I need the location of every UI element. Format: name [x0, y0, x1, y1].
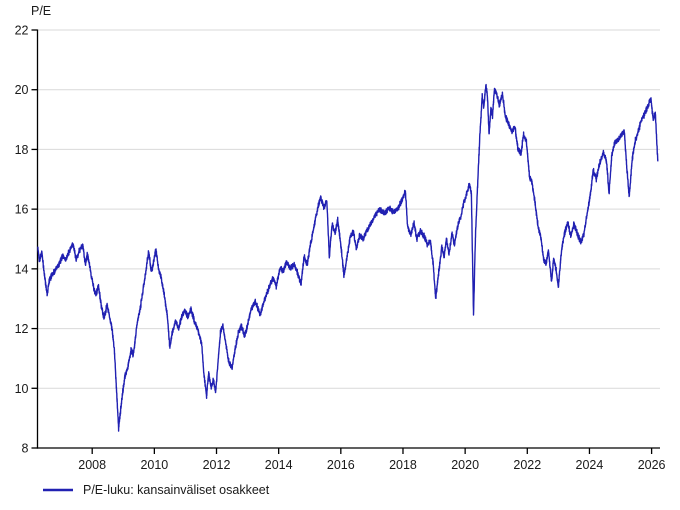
x-tick-label: 2020 [451, 458, 479, 472]
legend-line-swatch [43, 488, 73, 492]
y-tick-label: 20 [15, 83, 29, 97]
y-tick-label: 8 [22, 442, 29, 456]
y-tick-label: 12 [15, 322, 29, 336]
x-tick-label: 2008 [78, 458, 106, 472]
x-tick-label: 2012 [203, 458, 231, 472]
legend: P/E-luku: kansainväliset osakkeet [42, 483, 269, 497]
x-tick-label: 2024 [576, 458, 604, 472]
x-tick-label: 2022 [513, 458, 541, 472]
y-tick-label: 16 [15, 203, 29, 217]
y-axis-title: P/E [31, 4, 52, 18]
x-tick-label: 2018 [389, 458, 417, 472]
x-tick-label: 2010 [140, 458, 168, 472]
x-tick-label: 2026 [638, 458, 666, 472]
legend-label: P/E-luku: kansainväliset osakkeet [83, 483, 270, 497]
y-tick-label: 22 [15, 24, 29, 38]
y-tick-label: 10 [15, 382, 29, 396]
pe-series-line [37, 83, 659, 432]
y-tick-label: 14 [15, 262, 29, 276]
y-tick-label: 18 [15, 143, 29, 157]
x-tick-label: 2014 [265, 458, 293, 472]
x-tick-label: 2016 [327, 458, 355, 472]
